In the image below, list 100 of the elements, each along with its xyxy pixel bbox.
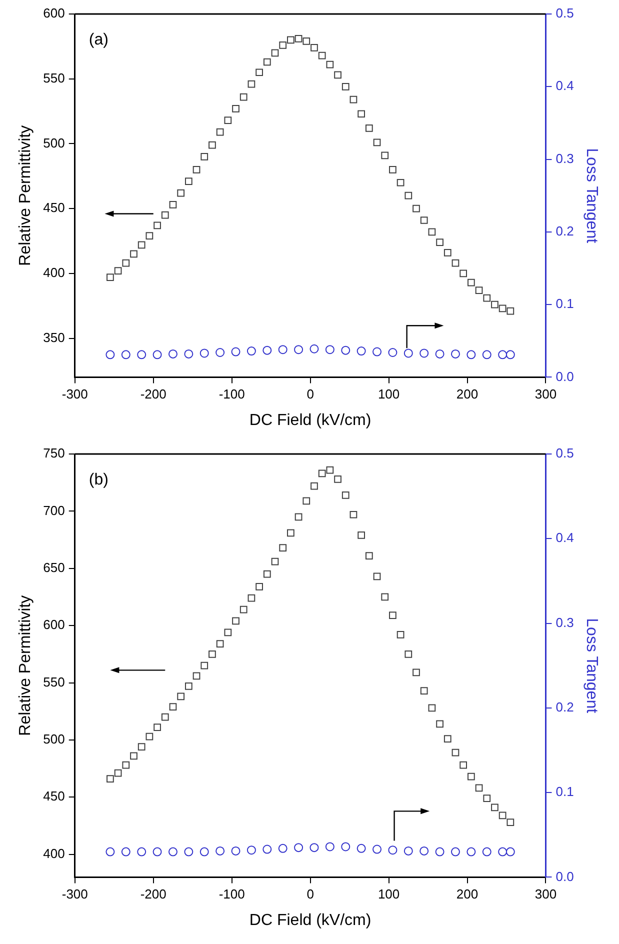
point	[358, 110, 365, 118]
annotation: (b)	[88, 471, 108, 488]
point	[114, 267, 122, 275]
x-tick-label: -300	[62, 386, 88, 402]
point	[420, 216, 428, 224]
point	[146, 232, 154, 240]
point	[208, 650, 216, 658]
point	[342, 82, 350, 90]
point	[475, 286, 483, 294]
y2-tick-label: 0.3	[556, 614, 574, 630]
y2-tick-label: 0.5	[556, 6, 574, 21]
point	[396, 631, 404, 638]
x-tick-label: -200	[140, 886, 166, 902]
point	[106, 775, 114, 783]
point	[428, 228, 436, 236]
y-tick-label: 500	[43, 135, 65, 150]
x-axis-title: DC Field (kV/cm)	[249, 912, 372, 929]
point	[294, 34, 302, 42]
y-tick-label: 400	[43, 265, 65, 280]
y2-tick-label: 0.5	[556, 446, 574, 461]
y2-tick-label: 0.1	[556, 296, 574, 312]
y-tick-label: 600	[43, 617, 65, 632]
y2-axis-title: Loss Tangent	[582, 618, 600, 714]
y2-tick-label: 0.2	[556, 224, 574, 238]
point	[365, 124, 373, 132]
point	[498, 812, 506, 820]
point	[326, 466, 334, 474]
point	[287, 36, 294, 44]
point	[138, 743, 146, 750]
point	[412, 668, 420, 676]
y-tick-label: 700	[43, 502, 65, 518]
point	[404, 192, 412, 200]
point	[389, 612, 396, 619]
point	[302, 497, 310, 505]
point	[122, 259, 130, 267]
x-axis-title: DC Field (kV/cm)	[249, 412, 372, 429]
point	[318, 470, 326, 478]
point	[106, 274, 114, 281]
point	[467, 772, 475, 780]
point	[161, 211, 169, 219]
point	[208, 141, 216, 149]
x-tick-label: 0	[306, 386, 314, 402]
point	[161, 713, 169, 721]
point	[436, 720, 444, 728]
x-tick-label: -100	[218, 886, 245, 902]
point	[334, 475, 342, 483]
point	[271, 49, 279, 57]
y-tick-label: 550	[43, 70, 65, 86]
point	[506, 818, 514, 826]
x-tick-label: 100	[378, 886, 400, 902]
point	[154, 222, 161, 230]
y2-tick-label: 0.2	[556, 700, 574, 714]
y-tick-label: 350	[43, 330, 65, 345]
point	[342, 491, 350, 499]
point	[224, 116, 232, 124]
point	[287, 529, 294, 537]
x-tick-label: 200	[456, 886, 478, 902]
point	[373, 138, 381, 146]
point	[350, 96, 358, 104]
point	[302, 38, 310, 45]
point	[506, 307, 514, 315]
point	[248, 80, 256, 88]
y-tick-label: 450	[43, 788, 65, 804]
point	[318, 52, 326, 60]
point	[381, 152, 389, 160]
point	[365, 552, 373, 560]
point	[184, 178, 192, 186]
point	[192, 166, 200, 174]
point	[232, 617, 240, 625]
point	[177, 692, 185, 700]
point	[138, 241, 146, 249]
point	[475, 784, 483, 792]
point	[169, 201, 177, 208]
point	[224, 628, 232, 636]
y-tick-label: 550	[43, 674, 65, 690]
x-tick-label: -100	[218, 386, 245, 402]
point	[373, 572, 381, 580]
point	[263, 570, 271, 578]
point	[310, 482, 318, 490]
y-axis-title: Relative Permittivity	[17, 125, 34, 266]
point	[114, 769, 122, 777]
point	[460, 270, 468, 278]
point	[184, 682, 192, 690]
y-axis-title: Relative Permittivity	[17, 595, 34, 736]
y-tick-label: 650	[43, 560, 65, 575]
y2-tick-label: 0.4	[556, 530, 574, 546]
point	[498, 304, 506, 312]
point	[200, 153, 208, 160]
point	[404, 650, 412, 658]
point	[444, 735, 452, 742]
point	[444, 248, 452, 256]
point	[256, 68, 263, 76]
x-tick-label: -300	[62, 886, 88, 902]
point	[310, 44, 318, 52]
point	[483, 794, 491, 802]
point	[389, 166, 396, 174]
y2-axis-title: Loss Tangent	[582, 148, 600, 244]
y-tick-label: 750	[43, 446, 65, 461]
point	[428, 704, 436, 712]
point	[130, 250, 138, 258]
